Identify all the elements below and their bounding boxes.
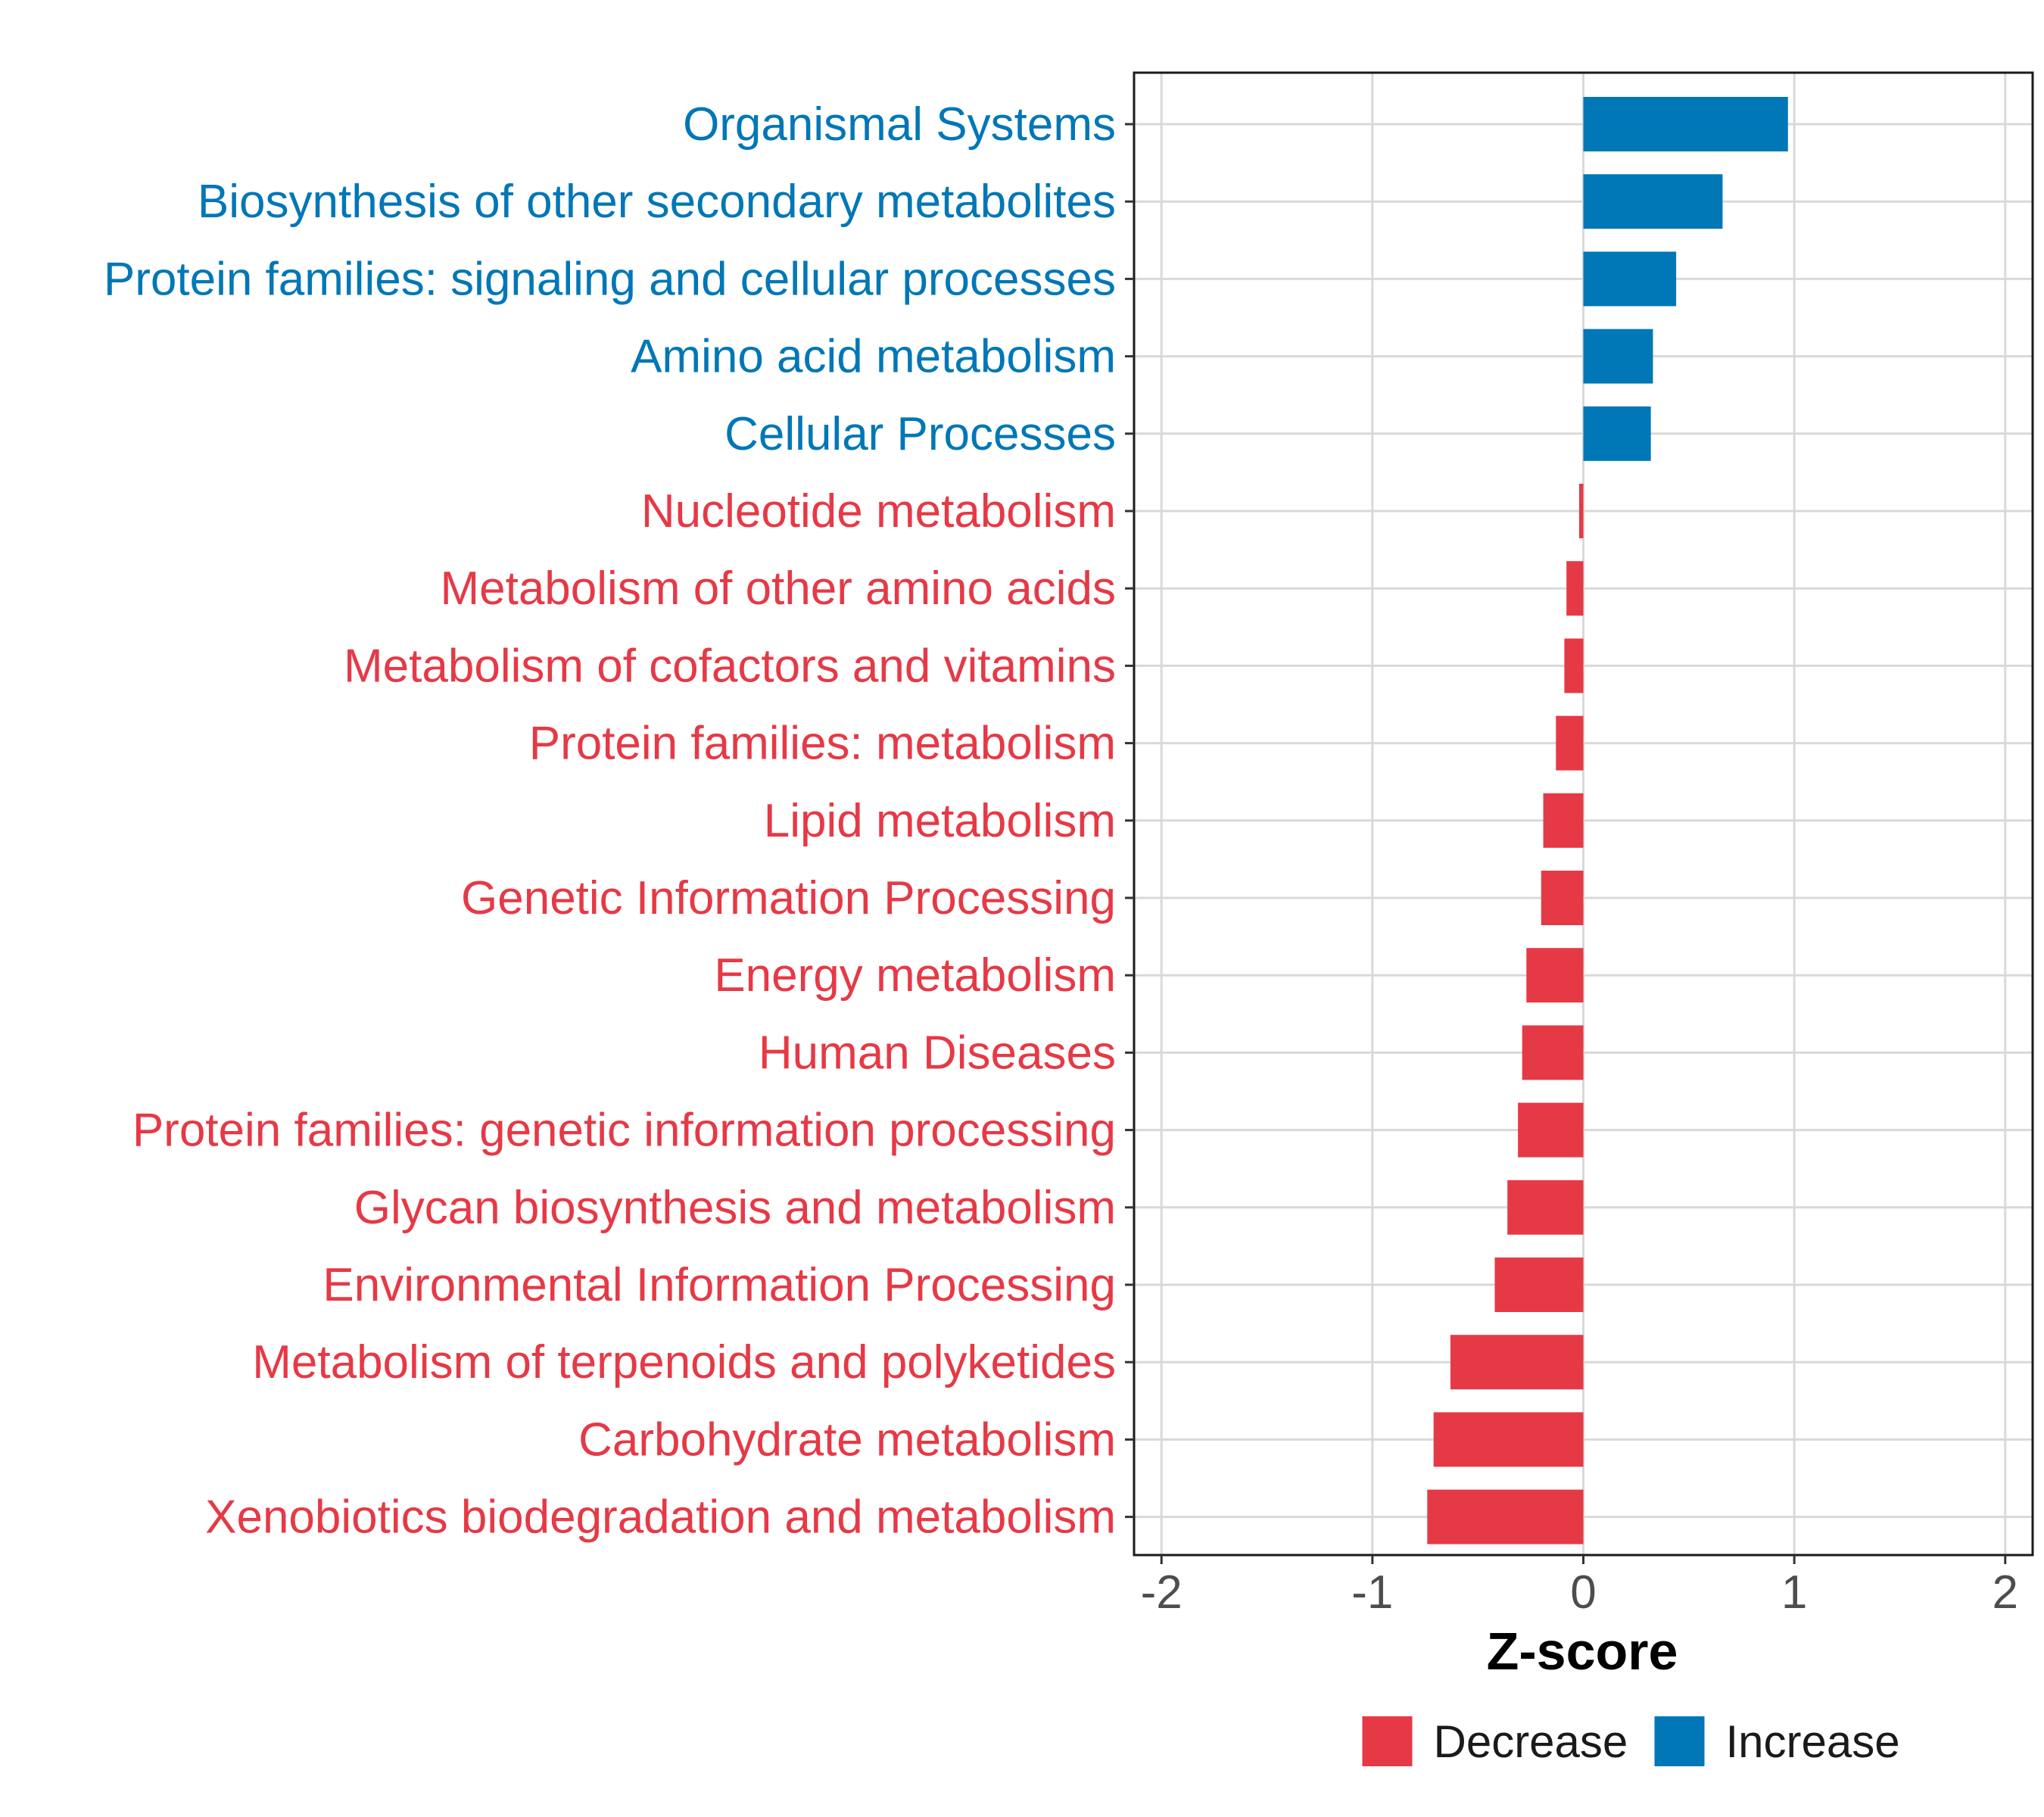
category-label: Organismal Systems bbox=[683, 98, 1116, 151]
category-label: Protein families: signaling and cellular… bbox=[104, 253, 1116, 305]
category-label: Genetic Information Processing bbox=[461, 872, 1116, 924]
x-axis: -2 -1 0 1 2 bbox=[1141, 1555, 2018, 1619]
bar bbox=[1526, 948, 1584, 1003]
x-tick-label: 0 bbox=[1570, 1566, 1596, 1619]
category-label: Protein families: metabolism bbox=[529, 718, 1116, 770]
x-tick-label: -1 bbox=[1351, 1566, 1393, 1619]
x-tick-label: 2 bbox=[1993, 1566, 2018, 1619]
category-label: Metabolism of terpenoids and polyketides bbox=[252, 1336, 1116, 1388]
bar bbox=[1427, 1489, 1584, 1544]
category-label: Amino acid metabolism bbox=[631, 331, 1116, 383]
x-axis-title: Z-score bbox=[1487, 1622, 1678, 1681]
bar bbox=[1583, 251, 1677, 307]
bar bbox=[1566, 561, 1584, 616]
x-tick-label: -2 bbox=[1141, 1566, 1182, 1619]
bar bbox=[1583, 329, 1653, 384]
category-label: Protein families: genetic information pr… bbox=[132, 1105, 1116, 1157]
bar bbox=[1494, 1258, 1584, 1312]
bar bbox=[1578, 484, 1584, 538]
category-label: Metabolism of cofactors and vitamins bbox=[344, 640, 1116, 692]
category-label: Cellular Processes bbox=[724, 408, 1116, 460]
bars bbox=[1427, 97, 1788, 1544]
category-label: Xenobiotics biodegradation and metabolis… bbox=[205, 1491, 1116, 1544]
category-label: Lipid metabolism bbox=[764, 795, 1116, 847]
category-label: Metabolism of other amino acids bbox=[440, 563, 1116, 615]
bar bbox=[1543, 793, 1584, 848]
bar bbox=[1583, 97, 1788, 151]
category-label: Carbohydrate metabolism bbox=[578, 1413, 1116, 1466]
bar bbox=[1450, 1335, 1584, 1390]
legend: Decrease Increase bbox=[1362, 1716, 1900, 1767]
category-label: Environmental Information Processing bbox=[322, 1259, 1116, 1311]
category-label: Biosynthesis of other secondary metaboli… bbox=[198, 176, 1116, 228]
category-label: Energy metabolism bbox=[714, 949, 1116, 1002]
bar bbox=[1556, 715, 1584, 771]
bar bbox=[1564, 638, 1584, 693]
x-tick-label: 1 bbox=[1781, 1566, 1807, 1619]
bar bbox=[1518, 1102, 1584, 1158]
legend-key-decrease bbox=[1362, 1716, 1413, 1766]
bar bbox=[1541, 871, 1584, 925]
bar bbox=[1433, 1412, 1584, 1467]
bar bbox=[1507, 1180, 1584, 1235]
legend-label-increase: Increase bbox=[1726, 1716, 1900, 1767]
bar bbox=[1583, 406, 1651, 461]
bar bbox=[1522, 1025, 1584, 1080]
y-axis: Organismal Systems Biosynthesis of other … bbox=[104, 98, 1134, 1544]
category-label: Glycan biosynthesis and metabolism bbox=[354, 1182, 1116, 1234]
bar bbox=[1583, 174, 1723, 229]
category-label: Nucleotide metabolism bbox=[641, 485, 1116, 538]
legend-key-increase bbox=[1654, 1716, 1705, 1766]
category-label: Human Diseases bbox=[759, 1027, 1116, 1079]
legend-label-decrease: Decrease bbox=[1434, 1716, 1628, 1767]
